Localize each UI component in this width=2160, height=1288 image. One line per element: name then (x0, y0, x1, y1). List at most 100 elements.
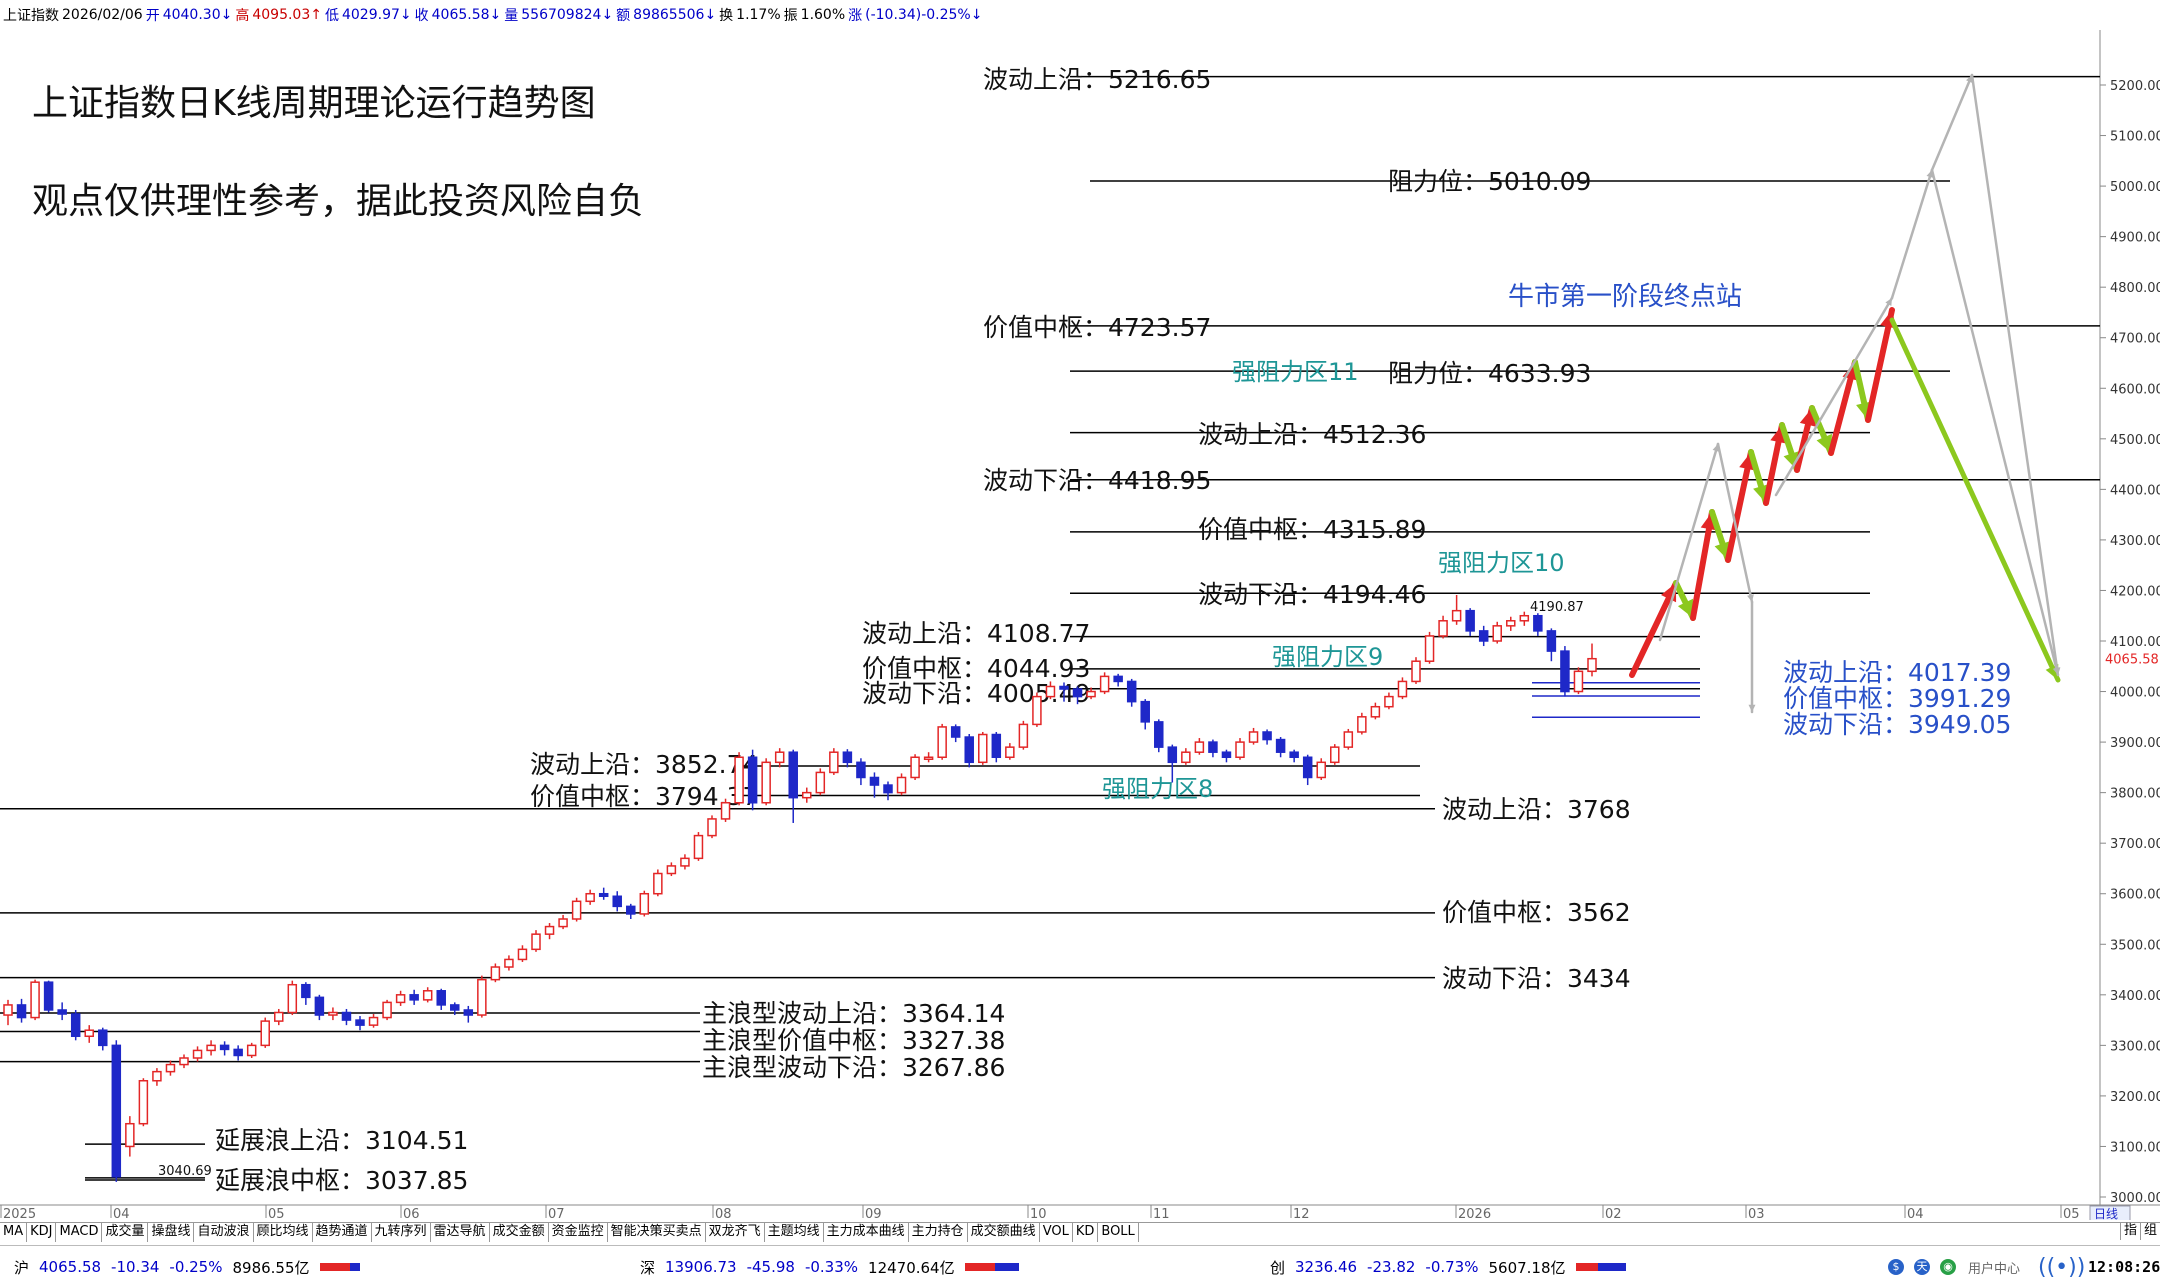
day-button: 日线 (2094, 1207, 2118, 1220)
x-tick-label-14: 05 (2063, 1207, 2080, 1220)
x-tick-label-7: 10 (1030, 1207, 1047, 1220)
candle-body-44 (598, 892, 609, 898)
candle-body-33 (450, 1004, 460, 1011)
change-value: (-10.34)-0.25% (865, 7, 971, 23)
quote-date: 2026/02/06 (62, 7, 143, 23)
status-icons: $ 天 ◉ (1888, 1259, 1966, 1275)
index-button[interactable]: 指 (2119, 1222, 2140, 1240)
tab-17[interactable]: 成交额曲线 (968, 1223, 1040, 1242)
settings-icon[interactable]: ◉ (1940, 1259, 1956, 1275)
tab-12[interactable]: 智能决策买卖点 (608, 1223, 706, 1242)
candle-body-2 (30, 981, 40, 1019)
candle-body-3 (43, 981, 54, 1011)
candle-body-115 (1560, 650, 1570, 693)
level-label-14: 价值中枢：3562 (1442, 898, 1631, 927)
candle-body-67 (910, 756, 920, 779)
current-price-bg (2103, 649, 2159, 668)
user-center-link[interactable]: 用户中心 (1968, 1261, 2021, 1277)
candle-body-4 (57, 1009, 67, 1015)
level-label-2: 价值中枢：4723.57 (983, 313, 1211, 342)
sz-index: 13906.73 (665, 1258, 737, 1276)
zone-label-3: 强阻力区11 (1232, 358, 1359, 386)
tab-18[interactable]: VOL (1040, 1223, 1073, 1242)
tab-19[interactable]: KD (1073, 1223, 1099, 1242)
tab-4[interactable]: 操盘线 (148, 1223, 195, 1242)
grey-path-7 (1930, 168, 2060, 677)
candle-body-29 (395, 994, 406, 1004)
tab-11[interactable]: 资金监控 (549, 1223, 608, 1242)
tab-20[interactable]: BOLL (1098, 1223, 1139, 1242)
candle-body-77 (1045, 685, 1056, 698)
tab-15[interactable]: 主力成本曲线 (824, 1223, 909, 1242)
status-sh[interactable]: 沪 4065.58 -10.34 -0.25% 8986.55亿 (14, 1257, 370, 1278)
sz-label: 深 (640, 1258, 656, 1277)
candle-body-98 (1330, 746, 1340, 764)
candle-body-59 (802, 791, 812, 799)
quote-bar: 上证指数 2026/02/06 开 4040.30 ↓ 高 4095.03 ↑ 低 402… (3, 7, 983, 24)
change-label: 涨 (848, 8, 863, 24)
candle-body-70 (950, 726, 961, 738)
group-button[interactable]: 组 (2139, 1222, 2160, 1240)
level-label-0: 波动上沿：5216.65 (983, 65, 1211, 94)
tab-3[interactable]: 成交量 (102, 1223, 149, 1242)
tab-8[interactable]: 九转序列 (372, 1223, 431, 1242)
open-label: 开 (145, 8, 160, 24)
candle-body-85 (1154, 721, 1164, 748)
level-label-10: 波动下沿：4005.49 (862, 679, 1090, 708)
turnover-label: 换 (719, 8, 734, 24)
cy-pct: -0.73% (1425, 1258, 1479, 1276)
tab-14[interactable]: 主题均线 (765, 1223, 824, 1242)
tab-5[interactable]: 自动波浪 (194, 1223, 254, 1242)
grey-path-0 (1658, 442, 1720, 642)
projection-arrow-4 (1725, 449, 1754, 563)
blue-level-label-1: 价值中枢：3991.29 (1783, 684, 2011, 713)
candle-body-36 (490, 966, 501, 981)
amount-value: 89865506 (633, 7, 705, 23)
tab-1[interactable]: KDJ (27, 1223, 57, 1242)
tab-7[interactable]: 趋势通道 (313, 1223, 372, 1242)
y-tick-label-20: 5000.00 (2110, 180, 2160, 195)
candle-body-37 (504, 958, 514, 968)
candle-body-48 (653, 872, 663, 895)
y-tick-label-22: 5200.00 (2110, 79, 2160, 94)
candle-body-76 (1032, 695, 1042, 726)
candle-body-74 (1005, 746, 1015, 759)
tab-13[interactable]: 双龙齐飞 (706, 1223, 765, 1242)
tab-16[interactable]: 主力持仓 (909, 1223, 968, 1242)
candle-body-46 (626, 905, 636, 915)
tab-2[interactable]: MACD (56, 1223, 103, 1242)
money-icon[interactable]: $ (1888, 1259, 1904, 1275)
candle-body-13 (179, 1057, 189, 1066)
day-button-bg (2089, 1205, 2131, 1220)
status-cy[interactable]: 创 3236.46 -23.82 -0.73% 5607.18亿 (1270, 1257, 1636, 1278)
candle-body-84 (1140, 700, 1150, 723)
tab-10[interactable]: 成交金额 (490, 1223, 549, 1242)
y-tick-label-7: 3700.00 (2110, 837, 2160, 852)
projection-arrow-1-head (1677, 598, 1693, 618)
grey-path-5 (1930, 73, 1974, 172)
y-tick-label-9: 3900.00 (2110, 736, 2160, 751)
candle-body-34 (463, 1009, 474, 1016)
grey-path-5-head (1965, 75, 1973, 83)
x-tick-label-3: 06 (403, 1207, 420, 1220)
candle-body-21 (287, 983, 298, 1014)
y-tick-label-14: 4400.00 (2110, 483, 2160, 498)
candle-body-26 (355, 1019, 365, 1026)
kline-chart[interactable]: 3000.00 3100.00 3200.00 3300.00 3400.00 3500.… (0, 30, 2160, 1220)
tab-6[interactable]: 顾比均线 (254, 1223, 313, 1242)
candle-body-117 (1587, 657, 1597, 673)
candle-body-52 (707, 818, 717, 837)
low-value: 4029.97 (341, 7, 400, 23)
y-tick-label-15: 4500.00 (2110, 433, 2160, 448)
grey-path-3 (1774, 296, 1894, 497)
sky-icon[interactable]: 天 (1914, 1259, 1930, 1275)
tab-9[interactable]: 雷达导航 (431, 1223, 490, 1242)
indicator-tabs: MA KDJ MACD 成交量 操盘线 自动波浪 顾比均线 趋势通道 九转序列 雷达导航 成交金额资… (0, 1222, 2160, 1242)
candle-body-65 (883, 784, 893, 794)
tab-0[interactable]: MA (0, 1223, 28, 1242)
status-sz[interactable]: 深 13906.73 -45.98 -0.33% 12470.64亿 (640, 1257, 1029, 1278)
y-tick-label-6: 3600.00 (2110, 888, 2160, 903)
candle-body-104 (1411, 660, 1421, 683)
candle-body-97 (1316, 761, 1326, 779)
candle-body-6 (84, 1029, 94, 1038)
